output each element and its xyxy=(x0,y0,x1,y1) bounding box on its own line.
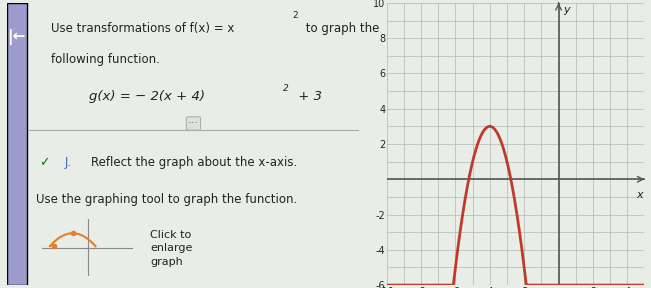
Text: Use the graphing tool to graph the function.: Use the graphing tool to graph the funct… xyxy=(36,193,298,206)
Text: Use transformations of f(x) = x: Use transformations of f(x) = x xyxy=(51,22,235,35)
Text: following function.: following function. xyxy=(51,53,160,66)
Text: ✓: ✓ xyxy=(38,156,49,169)
Text: Click to
enlarge
graph: Click to enlarge graph xyxy=(150,230,193,267)
Text: y: y xyxy=(564,5,570,15)
Text: + 3: + 3 xyxy=(294,90,322,103)
Text: J.: J. xyxy=(64,156,72,169)
Text: x: x xyxy=(636,190,643,200)
Text: to graph the: to graph the xyxy=(302,22,380,35)
FancyBboxPatch shape xyxy=(7,3,27,285)
Text: 2: 2 xyxy=(292,11,298,20)
Text: ···: ··· xyxy=(188,118,199,128)
Text: Reflect the graph about the x-axis.: Reflect the graph about the x-axis. xyxy=(90,156,297,169)
Text: g(x) = − 2(x + 4): g(x) = − 2(x + 4) xyxy=(89,90,205,103)
Text: |←: |← xyxy=(7,29,26,45)
Text: 2: 2 xyxy=(283,84,289,94)
